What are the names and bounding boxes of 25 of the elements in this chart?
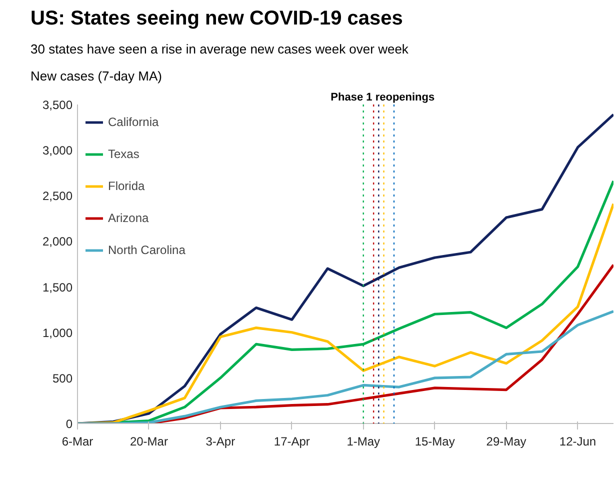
y-tick-label: 2,500 xyxy=(42,189,73,204)
x-tick-label: 17-Apr xyxy=(274,434,310,448)
x-tick-label: 3-Apr xyxy=(206,434,236,448)
x-tick-label: 12-Jun xyxy=(559,434,596,448)
x-tick-label: 15-May xyxy=(414,434,455,448)
y-tick-label: 1,500 xyxy=(42,280,73,294)
x-tick-label: 6-Mar xyxy=(62,434,94,448)
chart-subtitle: 30 states have seen a rise in average new cases week over week xyxy=(30,42,409,56)
y-tick-label: 2,000 xyxy=(42,234,73,249)
y-tick-label: 500 xyxy=(52,371,73,386)
y-tick-label: 0 xyxy=(66,417,73,431)
y-axis-title: New cases (7-day MA) xyxy=(30,68,162,84)
legend-label: California xyxy=(108,115,159,129)
y-tick-label: 1,000 xyxy=(42,326,73,340)
legend-label: Texas xyxy=(108,147,140,161)
legend-label: Florida xyxy=(108,179,145,193)
x-tick-label: 1-May xyxy=(346,434,380,448)
y-tick-label: 3,500 xyxy=(42,98,73,112)
x-tick-label: 20-Mar xyxy=(130,434,168,448)
legend-label: Arizona xyxy=(108,211,149,225)
legend-label: North Carolina xyxy=(108,243,186,257)
chart-title: US: States seeing new COVID-19 cases xyxy=(30,8,403,30)
x-tick-label: 29-May xyxy=(486,434,526,448)
text: Phase 1 reopenings xyxy=(330,92,435,104)
y-tick-label: 3,000 xyxy=(42,144,73,158)
